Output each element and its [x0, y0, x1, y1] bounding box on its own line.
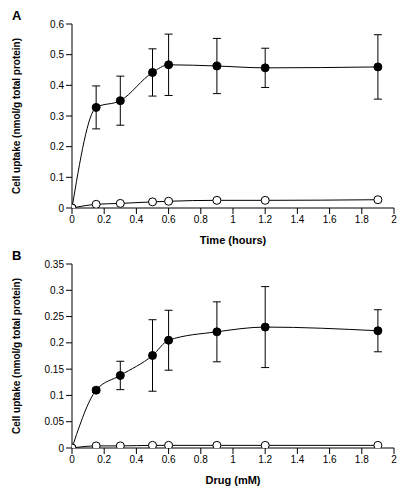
svg-text:0.2: 0.2 [97, 454, 111, 465]
svg-text:2: 2 [391, 454, 397, 465]
svg-text:0: 0 [58, 203, 64, 214]
svg-text:0.05: 0.05 [45, 416, 65, 427]
svg-text:Drug (mM): Drug (mM) [206, 474, 261, 486]
svg-text:0: 0 [69, 454, 75, 465]
svg-text:0.4: 0.4 [129, 454, 143, 465]
svg-text:0.4: 0.4 [129, 214, 143, 225]
svg-text:0.6: 0.6 [50, 19, 64, 30]
svg-text:1.6: 1.6 [323, 214, 337, 225]
svg-text:0: 0 [58, 443, 64, 454]
html-text:B: B [12, 248, 22, 263]
svg-text:1.6: 1.6 [323, 454, 337, 465]
svg-text:1.4: 1.4 [290, 214, 304, 225]
svg-text:2: 2 [391, 214, 397, 225]
svg-text:0.15: 0.15 [45, 364, 65, 375]
svg-text:0.35: 0.35 [45, 259, 65, 270]
svg-text:1.2: 1.2 [258, 214, 272, 225]
svg-text:Time (hours): Time (hours) [200, 234, 267, 246]
svg-text:0.2: 0.2 [50, 337, 64, 348]
svg-text:0.1: 0.1 [50, 390, 64, 401]
svg-text:0: 0 [69, 214, 75, 225]
svg-text:0.3: 0.3 [50, 285, 64, 296]
svg-text:1.8: 1.8 [355, 214, 369, 225]
svg-text:0.2: 0.2 [97, 214, 111, 225]
svg-text:0.1: 0.1 [50, 172, 64, 183]
svg-text:1.4: 1.4 [290, 454, 304, 465]
svg-text:0.3: 0.3 [50, 111, 64, 122]
svg-text:1: 1 [230, 454, 236, 465]
svg-text:0.6: 0.6 [162, 454, 176, 465]
svg-text:0.8: 0.8 [194, 214, 208, 225]
svg-text:1: 1 [230, 214, 236, 225]
svg-text:0.8: 0.8 [194, 454, 208, 465]
svg-text:0.25: 0.25 [45, 311, 65, 322]
svg-text:Cell uptake (nmol/g total prot: Cell uptake (nmol/g total protein) [11, 38, 22, 194]
svg-text:1.2: 1.2 [258, 454, 272, 465]
svg-text:1.8: 1.8 [355, 454, 369, 465]
svg-text:0.2: 0.2 [50, 141, 64, 152]
svg-text:0.5: 0.5 [50, 49, 64, 60]
svg-text:0.4: 0.4 [50, 80, 64, 91]
html-text:A: A [12, 8, 22, 23]
svg-text:0.6: 0.6 [162, 214, 176, 225]
svg-text:Cell uptake (nmol/g total prot: Cell uptake (nmol/g total protein) [11, 278, 22, 434]
